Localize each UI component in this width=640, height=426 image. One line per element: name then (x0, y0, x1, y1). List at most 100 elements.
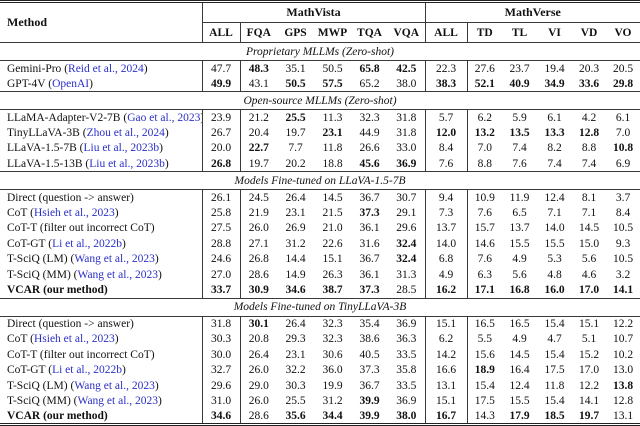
citation-link[interactable]: Wang et al., 2023 (74, 379, 155, 392)
value-cell: 7.4 (547, 157, 562, 170)
value-cell: 23.9 (201, 109, 240, 125)
value-cell: 30.0 (201, 347, 240, 363)
table-row: CoT-T (filter out incorrect CoT) 30.0 26.4… (0, 347, 640, 363)
citation-link[interactable]: OpenAI (52, 77, 90, 90)
value-cell: 16.5 (509, 318, 530, 330)
method-cell: T-SciQ (MM) (Wang et al., 2023) (7, 268, 162, 281)
section-title: Open-source MLLMs (Zero-shot) (0, 91, 640, 110)
citation-link[interactable]: Wang et al., 2023 (77, 268, 159, 281)
table-row: LLaMA-Adapter-V2-7B (Gao et al., 2023)23… (0, 109, 640, 125)
value-cell: 23.1 (285, 206, 306, 219)
value-cell: 15.4 (544, 395, 565, 408)
value-cell: 19.9 (322, 379, 343, 392)
citation-link[interactable]: Reid et al., 2024 (68, 62, 144, 75)
value-cell: 30.9 (239, 282, 277, 298)
value-cell: 4.9 (512, 333, 527, 346)
value-cell: 30.6 (322, 348, 343, 361)
value-cell: 7.6 (512, 157, 527, 170)
value-cell: 12.8 (612, 395, 634, 408)
value-cell: 6.2 (466, 109, 502, 125)
method-cell: CoT-GT (Li et al., 2022b) (7, 237, 126, 250)
value-cell: 49.9 (201, 76, 240, 92)
value-cell: 33.0 (396, 142, 417, 155)
col-header-fqa: FQA (239, 22, 277, 43)
value-cell: 4.9 (424, 267, 467, 283)
table-row: CoT (Hsieh et al., 2023) 25.8 21.9 23.1 21.5… (0, 205, 640, 221)
value-cell: 29.1 (396, 206, 417, 219)
value-cell: 28.6 (239, 267, 277, 283)
value-cell: 15.5 (509, 237, 530, 250)
value-cell: 3.2 (615, 268, 631, 281)
value-cell: 12.0 (424, 125, 467, 141)
value-cell: 6.9 (615, 157, 631, 170)
value-cell: 26.0 (239, 362, 277, 378)
citation-link[interactable]: Liu et al., 2023b (89, 157, 165, 170)
value-cell: 31.8 (396, 126, 417, 139)
value-cell: 36.7 (359, 191, 380, 204)
value-cell: 12.2 (578, 379, 600, 392)
method-cell: Gemini-Pro (Reid et al., 2024) (7, 62, 148, 75)
col-header-vd: VD (572, 22, 606, 43)
citation-link[interactable]: Wang et al., 2023 (77, 395, 159, 408)
method-cell: CoT-T (filter out incorrect CoT) (7, 348, 155, 361)
value-cell: 10.7 (612, 333, 634, 346)
citation-link[interactable]: Li et al., 2022b (52, 237, 123, 250)
value-cell: 36.9 (396, 395, 417, 408)
citation-link[interactable]: Hsieh et al., 2023 (33, 206, 115, 219)
value-cell: 19.7 (239, 156, 277, 172)
value-cell: 38.7 (322, 284, 343, 296)
value-cell: 14.1 (578, 395, 600, 408)
value-cell: 7.4 (512, 142, 527, 155)
method-cell: LLaVA-1.5-7B (Liu et al., 2023b) (7, 142, 164, 155)
value-cell: 13.1 (424, 378, 467, 394)
value-cell: 42.5 (396, 62, 417, 75)
citation-link[interactable]: Zhou et al., 2024 (86, 126, 165, 139)
table-row: GPT-4V (OpenAI) 49.9 43.1 50.5 57.5 65.2 38.0 3… (0, 76, 640, 92)
method-cell: LLaMA-Adapter-V2-7B (Gao et al., 2023) (7, 111, 202, 124)
table-row: T-SciQ (MM) (Wang et al., 2023) 31.0 26.0 2… (0, 393, 640, 409)
citation-link[interactable]: Wang et al., 2023 (74, 253, 155, 266)
table-row: VCAR (our method) 33.7 30.9 34.6 38.7 37.3 28.… (0, 282, 640, 298)
value-cell: 38.0 (396, 77, 417, 90)
value-cell: 15.5 (544, 237, 565, 250)
value-cell: 38.6 (359, 333, 380, 346)
value-cell: 19.7 (285, 126, 306, 139)
value-cell: 9.3 (615, 237, 631, 250)
value-cell: 20.3 (578, 62, 600, 75)
section-title-row: Proprietary MLLMs (Zero-shot) (0, 42, 640, 61)
value-cell: 36.7 (359, 253, 380, 266)
value-cell: 38.0 (396, 410, 417, 422)
value-cell: 5.1 (581, 333, 597, 346)
value-cell: 12.8 (578, 126, 600, 139)
value-cell: 4.7 (547, 333, 562, 346)
value-cell: 6.8 (424, 251, 467, 267)
value-cell: 19.7 (578, 410, 600, 422)
col-header-tqa: TQA (351, 22, 388, 43)
value-cell: 35.8 (396, 364, 417, 377)
col-header-td: TD (466, 22, 502, 43)
col-header-vo: VO (606, 22, 640, 43)
value-cell: 14.6 (466, 236, 502, 252)
value-cell: 13.8 (612, 379, 634, 392)
value-cell: 8.1 (581, 191, 597, 204)
value-cell: 16.6 (424, 362, 467, 378)
table-row: CoT (Hsieh et al., 2023) 30.3 20.8 29.3 32.3… (0, 331, 640, 347)
citation-link[interactable]: Liu et al., 2023b (83, 142, 160, 155)
value-cell: 20.2 (285, 157, 306, 170)
method-cell: CoT (Hsieh et al., 2023) (7, 333, 119, 346)
table-row: Gemini-Pro (Reid et al., 2024) 47.7 48.3 35… (0, 60, 640, 76)
value-cell: 37.3 (359, 284, 380, 296)
method-cell: VCAR (our method) (7, 410, 108, 422)
value-cell: 20.0 (201, 140, 240, 156)
value-cell: 33.7 (201, 282, 240, 298)
table-row: TinyLLaVA-3B (Zhou et al., 2024) 26.7 20.4… (0, 125, 640, 141)
citation-link[interactable]: Gao et al., 2023 (127, 111, 201, 124)
value-cell: 8.4 (424, 140, 467, 156)
citation-link[interactable]: Hsieh et al., 2023 (33, 333, 115, 346)
value-cell: 6.5 (512, 206, 527, 219)
value-cell: 5.3 (547, 253, 562, 266)
citation-link[interactable]: Li et al., 2022b (52, 364, 123, 377)
value-cell: 26.4 (285, 318, 306, 330)
value-cell: 28.8 (201, 236, 240, 252)
value-cell: 16.4 (509, 364, 530, 377)
